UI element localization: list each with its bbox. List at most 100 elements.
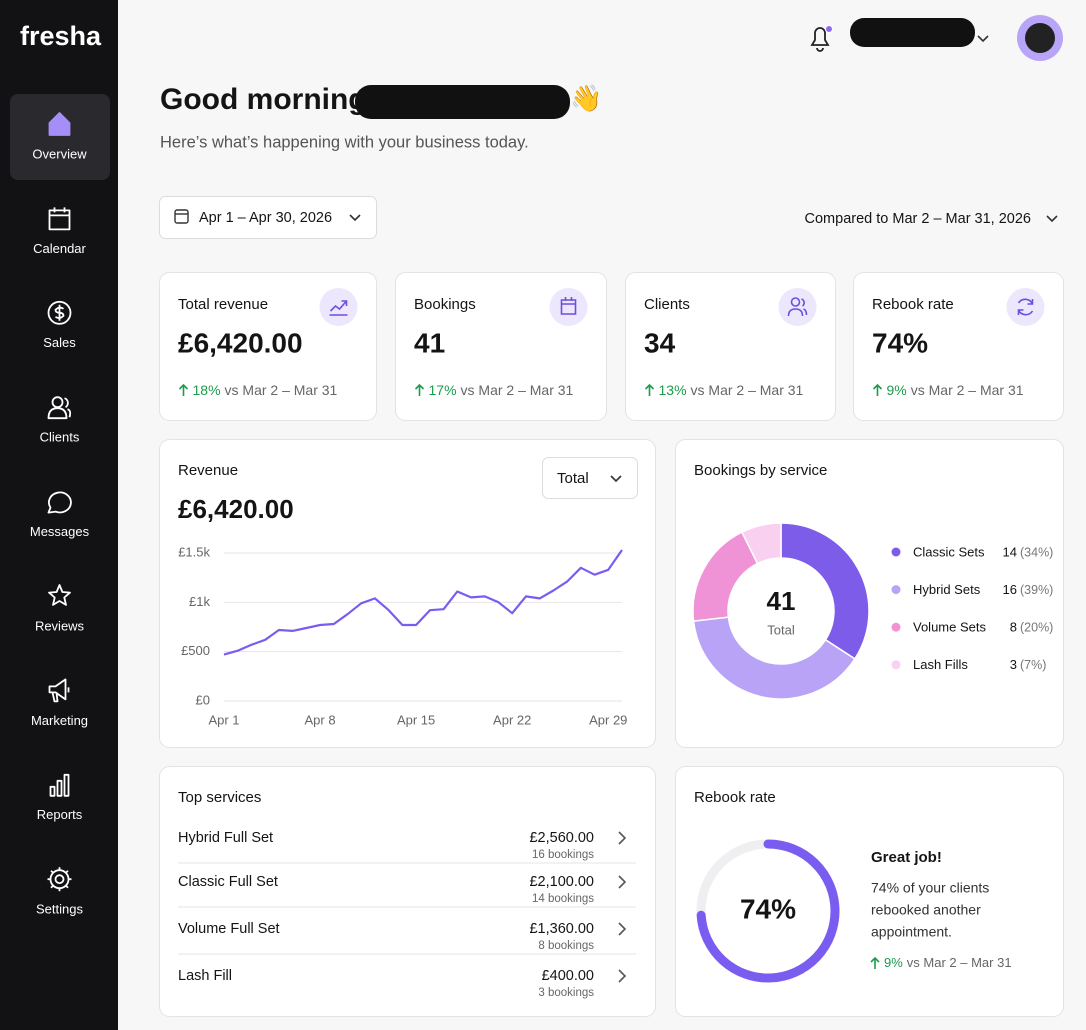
- rebook-title: Rebook rate: [694, 789, 776, 806]
- service-name[interactable]: Classic Full Set: [178, 874, 278, 890]
- service-bookings: 14 bookings: [532, 893, 594, 905]
- subtitle: Here’s what’s happening with your busine…: [160, 133, 529, 151]
- redacted-name: [355, 85, 570, 119]
- x-tick-label: Apr 15: [397, 712, 435, 727]
- kpi-icon-background: [778, 288, 817, 326]
- row-chevron[interactable]: [618, 875, 627, 889]
- notifications[interactable]: [810, 25, 833, 52]
- icon-part: [48, 207, 71, 231]
- y-tick-label: £1.5k: [178, 544, 210, 559]
- kpi-label: Rebook rate: [872, 296, 954, 313]
- nav-label[interactable]: Settings: [36, 902, 83, 917]
- comparison-chevron[interactable]: [1046, 215, 1058, 223]
- kpi-icon: [787, 297, 808, 317]
- revenue-title: Revenue: [178, 462, 238, 479]
- nav-icon: [48, 584, 71, 606]
- kpi-change: 17% vs Mar 2 – Mar 31: [429, 382, 574, 398]
- service-name[interactable]: Lash Fill: [178, 968, 232, 984]
- revenue-selector-label[interactable]: Total: [557, 470, 589, 487]
- nav-label[interactable]: Messages: [30, 524, 90, 539]
- legend-share: (34%): [1020, 545, 1053, 559]
- brand-logo[interactable]: fresha: [20, 21, 102, 51]
- nav-icon: [48, 678, 70, 703]
- redacted-user-name[interactable]: [850, 18, 975, 47]
- legend-label: Lash Fills: [913, 657, 968, 672]
- comparison-period[interactable]: Compared to Mar 2 – Mar 31, 2026: [805, 211, 1031, 227]
- date-range[interactable]: Apr 1 – Apr 30, 2026: [199, 210, 332, 226]
- kpi-change-value: 13%: [659, 382, 687, 398]
- nav-label[interactable]: Marketing: [31, 713, 88, 728]
- revenue-card: [159, 439, 656, 748]
- nav-icon: [49, 773, 70, 797]
- nav-label[interactable]: Overview: [32, 146, 87, 161]
- nav-label[interactable]: Reviews: [35, 618, 85, 633]
- row-chevron[interactable]: [618, 922, 627, 936]
- rebook-change-period: vs Mar 2 – Mar 31: [907, 955, 1012, 970]
- legend-share: (39%): [1020, 583, 1053, 597]
- nav-icon: [48, 112, 71, 136]
- icon-part: [48, 112, 71, 136]
- kpi-icon-background: [1006, 288, 1045, 326]
- nav-icon: [47, 396, 72, 420]
- service-bookings: 3 bookings: [538, 987, 594, 999]
- icon-part: [50, 870, 54, 874]
- donut-slice: [780, 522, 870, 660]
- greeting: Good morning,: [160, 83, 375, 116]
- icon-part: [1017, 298, 1034, 316]
- icon-part: [329, 300, 348, 316]
- x-tick-label: Apr 8: [305, 712, 336, 727]
- service-amount: £400.00: [542, 968, 594, 984]
- kpi-label: Clients: [644, 296, 690, 313]
- rebook-message: rebooked another: [871, 902, 981, 918]
- legend-label: Volume Sets: [913, 620, 986, 635]
- donut-slice: [740, 522, 782, 565]
- icon-part: [54, 874, 65, 885]
- icon-part: [49, 773, 70, 797]
- nav-icon: [48, 207, 71, 231]
- kpi-change: 13% vs Mar 2 – Mar 31: [659, 382, 804, 398]
- row-chevron[interactable]: [618, 969, 627, 983]
- service-name[interactable]: Volume Full Set: [178, 921, 280, 937]
- kpi-change-value: 9%: [887, 382, 907, 398]
- kpi-change-value: 17%: [429, 382, 457, 398]
- nav-label[interactable]: Clients: [40, 430, 80, 445]
- kpi-change-period: vs Mar 2 – Mar 31: [461, 382, 574, 398]
- kpi-icon-background: [319, 288, 358, 326]
- service-name[interactable]: Hybrid Full Set: [178, 830, 273, 846]
- kpi-icon: [329, 300, 348, 316]
- nav-icon: [47, 491, 72, 514]
- icon-part: [54, 304, 65, 321]
- service-amount: £2,100.00: [529, 874, 594, 890]
- icon-part: [65, 884, 69, 889]
- nav-label[interactable]: Calendar: [33, 241, 86, 256]
- avatar: [1025, 23, 1055, 53]
- kpi-change-value: 18%: [193, 382, 221, 398]
- legend-value: 8: [1010, 620, 1017, 635]
- legend-value: 14: [1003, 544, 1017, 559]
- rebook-heading: Great job!: [871, 849, 942, 866]
- kpi-icon: [1017, 298, 1034, 316]
- legend-share: (20%): [1020, 620, 1053, 634]
- service-bookings: 16 bookings: [532, 849, 594, 861]
- kpi-change: 9% vs Mar 2 – Mar 31: [887, 382, 1024, 398]
- row-chevron[interactable]: [618, 831, 627, 845]
- service-amount: £2,560.00: [529, 830, 594, 846]
- date-range-button[interactable]: [159, 196, 377, 239]
- kpi-value: 74%: [872, 327, 928, 358]
- top-services-title: Top services: [178, 789, 261, 806]
- nav-label[interactable]: Sales: [43, 335, 76, 350]
- up-arrow: [870, 956, 880, 969]
- icon-part: [787, 297, 808, 317]
- y-tick-label: £500: [181, 643, 210, 658]
- revenue-selector[interactable]: [542, 457, 638, 499]
- kpi-change-period: vs Mar 2 – Mar 31: [691, 382, 804, 398]
- nav-label[interactable]: Reports: [37, 807, 83, 822]
- kpi-label: Bookings: [414, 296, 476, 313]
- rebook-message: appointment.: [871, 924, 952, 940]
- icon-part: [560, 297, 577, 315]
- kpi-icon: [560, 297, 577, 315]
- user-menu-chevron[interactable]: [977, 35, 989, 43]
- service-bookings: 8 bookings: [538, 940, 594, 952]
- icon-part: [47, 300, 72, 325]
- kpi-icon-background: [549, 288, 588, 326]
